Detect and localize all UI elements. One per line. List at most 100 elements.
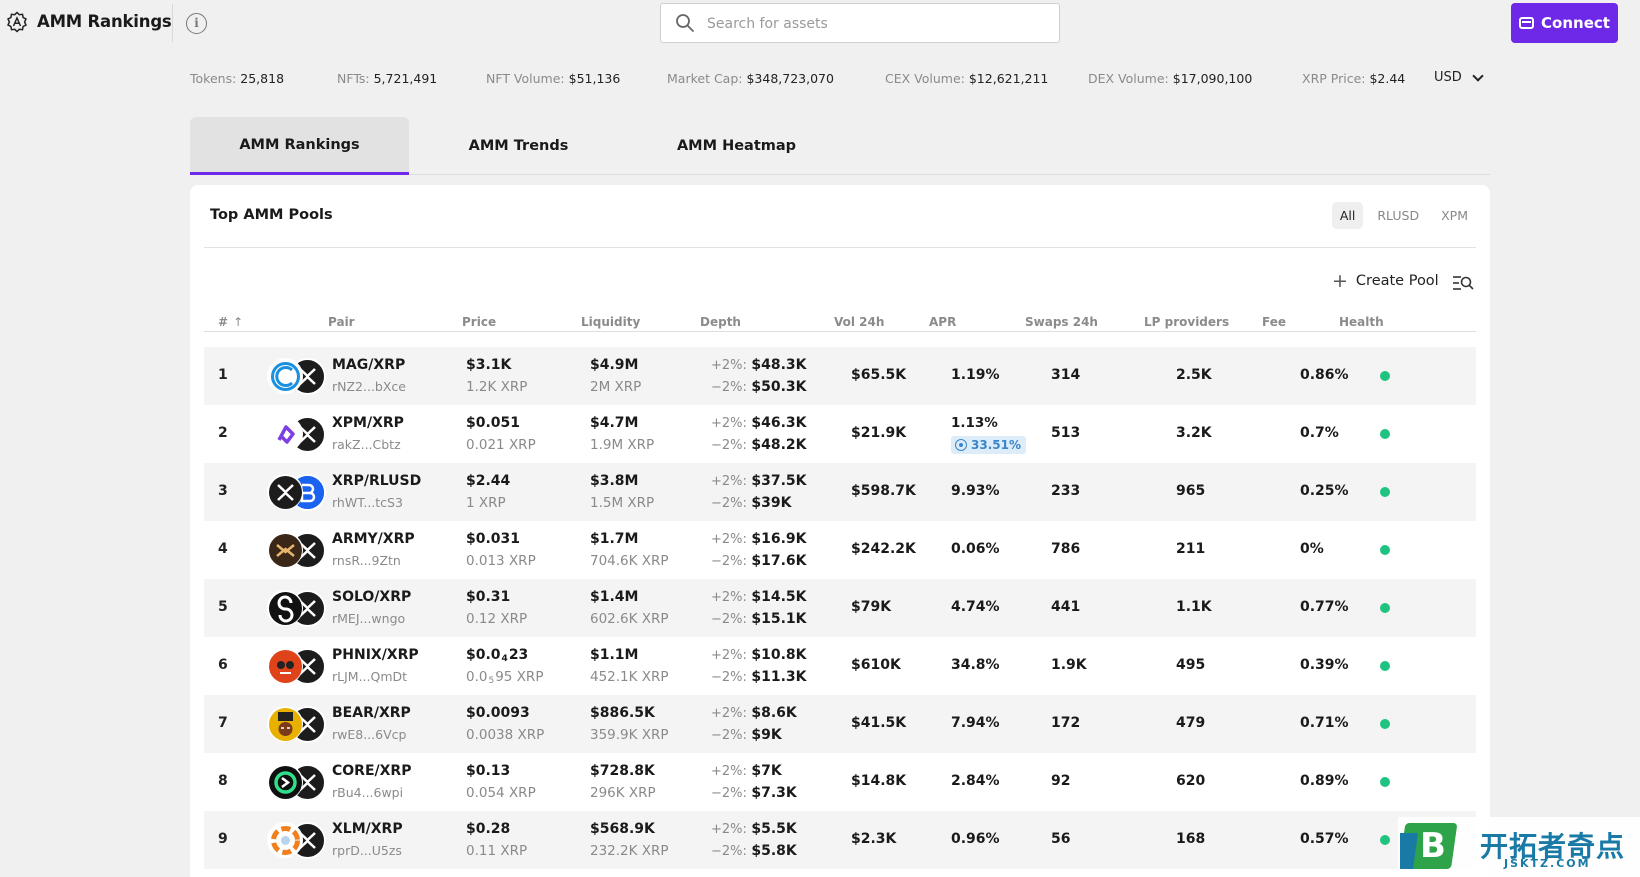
lp-providers: 495 bbox=[1176, 657, 1206, 673]
swaps-24h: 314 bbox=[1051, 367, 1081, 383]
pair-address[interactable]: rprD...U5zs bbox=[332, 843, 402, 858]
volume-24h: $242.2K bbox=[851, 541, 916, 557]
depth-plus-label: +2%: bbox=[711, 532, 747, 547]
filter-all[interactable]: All bbox=[1331, 202, 1364, 229]
app-title[interactable]: AMM Rankings bbox=[37, 12, 172, 31]
depth-minus-label: −2%: bbox=[711, 844, 747, 859]
filter-rlusd[interactable]: RLUSD bbox=[1377, 208, 1420, 223]
base-token-icon bbox=[267, 474, 303, 510]
wallet-icon bbox=[1519, 17, 1535, 29]
col-fee[interactable]: Fee bbox=[1262, 315, 1286, 329]
stat-label: Market Cap: bbox=[667, 71, 743, 86]
tab-amm-trends[interactable]: AMM Trends bbox=[468, 137, 569, 154]
pair-name[interactable]: SOLO/XRP bbox=[332, 589, 412, 605]
pair-name[interactable]: XRP/RLUSD bbox=[332, 473, 422, 489]
base-token-icon bbox=[267, 648, 303, 684]
liquidity-usd: $886.5K bbox=[590, 705, 655, 721]
volume-24h: $598.7K bbox=[851, 483, 916, 499]
pair-address[interactable]: rakZ...Cbtz bbox=[332, 437, 401, 452]
apr-value: 0.06% bbox=[951, 541, 1000, 557]
pair-address[interactable]: rnsR...9Ztn bbox=[332, 553, 401, 568]
price-suffix: 23 bbox=[508, 647, 529, 663]
col-lp-providers[interactable]: LP providers bbox=[1144, 315, 1230, 329]
depth-minus: −2%: $9K bbox=[711, 727, 782, 743]
search-box[interactable] bbox=[660, 3, 1060, 43]
table-row[interactable]: 6 PHNIX/XRP rLJM...QmDt $0.0423 0.0595 X… bbox=[204, 637, 1476, 695]
table-row[interactable]: 5 SOLO/XRP rMEJ...wngo $0.31 0.12 XRP $1… bbox=[204, 579, 1476, 637]
depth-minus-label: −2%: bbox=[711, 728, 747, 743]
health-indicator bbox=[1380, 487, 1390, 497]
depth-minus: −2%: $5.8K bbox=[711, 843, 797, 859]
swaps-24h: 513 bbox=[1051, 425, 1081, 441]
depth-minus-label: −2%: bbox=[711, 380, 747, 395]
watermark-logo-letter: B bbox=[1420, 826, 1446, 866]
health-indicator bbox=[1380, 661, 1390, 671]
stat-market-cap: Market Cap: $348,723,070 bbox=[667, 71, 834, 86]
table-row[interactable]: 1 MAG/XRP rNZ2...bXce $3.1K 1.2K XRP $4.… bbox=[204, 347, 1476, 405]
price-xrp-value: 1 XRP bbox=[466, 495, 506, 511]
pair-name[interactable]: MAG/XRP bbox=[332, 357, 406, 373]
filter-xpm[interactable]: XPM bbox=[1441, 208, 1468, 223]
table-row[interactable]: 4 ARMY/XRP rnsR...9Ztn $0.031 0.013 XRP … bbox=[204, 521, 1476, 579]
col-health[interactable]: Health bbox=[1339, 315, 1384, 329]
apr-bonus-badge[interactable]: 33.51% bbox=[951, 436, 1026, 454]
pair-address[interactable]: rNZ2...bXce bbox=[332, 379, 406, 394]
base-token-icon bbox=[267, 416, 303, 452]
depth-plus-value: $16.9K bbox=[751, 531, 807, 547]
col-swaps-24h[interactable]: Swaps 24h bbox=[1025, 315, 1098, 329]
col-liquidity[interactable]: Liquidity bbox=[581, 315, 641, 329]
currency-select[interactable]: USD bbox=[1434, 69, 1484, 85]
col-rank[interactable]: # ↑ bbox=[218, 315, 243, 329]
table-row[interactable]: 7 BEAR/XRP rwE8...6Vcp $0.0093 0.0038 XR… bbox=[204, 695, 1476, 753]
lp-providers: 620 bbox=[1176, 773, 1206, 789]
pair-name[interactable]: BEAR/XRP bbox=[332, 705, 411, 721]
price-xrp-zero-count: 5 bbox=[488, 676, 495, 686]
pair-name[interactable]: ARMY/XRP bbox=[332, 531, 415, 547]
lp-providers: 2.5K bbox=[1176, 367, 1212, 383]
tab-amm-heatmap[interactable]: AMM Heatmap bbox=[676, 137, 797, 154]
pair-address[interactable]: rwE8...6Vcp bbox=[332, 727, 407, 742]
price-prefix: $0.0 bbox=[466, 647, 501, 663]
price-usd: $0.0093 bbox=[466, 705, 530, 721]
table-row[interactable]: 8 CORE/XRP rBu4...6wpi $0.13 0.054 XRP $… bbox=[204, 753, 1476, 811]
pair-address[interactable]: rMEJ...wngo bbox=[332, 611, 406, 626]
sort-arrow-icon: ↑ bbox=[233, 315, 244, 329]
connect-button[interactable]: Connect bbox=[1511, 3, 1618, 43]
amm-logo-icon[interactable] bbox=[6, 11, 28, 33]
table-row[interactable]: 2 XPM/XRP rakZ...Cbtz $0.051 0.021 XRP $… bbox=[204, 405, 1476, 463]
price-value: $0.28 bbox=[466, 821, 511, 837]
pair-address[interactable]: rhWT...tcS3 bbox=[332, 495, 403, 510]
pair-name[interactable]: XLM/XRP bbox=[332, 821, 403, 837]
depth-minus-value: $15.1K bbox=[751, 611, 807, 627]
pair-icons bbox=[267, 589, 327, 627]
table-row[interactable]: 3 XRP/RLUSD rhWT...tcS3 $2.44 1 XRP $3.8… bbox=[204, 463, 1476, 521]
pair-address[interactable]: rBu4...6wpi bbox=[332, 785, 404, 800]
create-pool-button[interactable]: + Create Pool bbox=[1332, 272, 1439, 291]
watermark-text: 开拓者奇点 bbox=[1480, 830, 1626, 863]
watermark: B 开拓者奇点 JSKTZ.COM bbox=[1398, 817, 1640, 877]
depth-plus: +2%: $8.6K bbox=[711, 705, 797, 721]
pair-name[interactable]: CORE/XRP bbox=[332, 763, 412, 779]
list-search-icon[interactable] bbox=[1452, 274, 1474, 292]
liquidity-usd: $1.7M bbox=[590, 531, 639, 547]
depth-plus-value: $5.5K bbox=[751, 821, 797, 837]
col-depth[interactable]: Depth bbox=[700, 315, 741, 329]
tab-amm-rankings[interactable]: AMM Rankings bbox=[190, 117, 409, 175]
col-vol-24h[interactable]: Vol 24h bbox=[834, 315, 885, 329]
depth-plus-value: $10.8K bbox=[751, 647, 807, 663]
pair-name[interactable]: XPM/XRP bbox=[332, 415, 404, 431]
price-xrp: 0.12 XRP bbox=[466, 611, 527, 627]
info-icon[interactable]: i bbox=[186, 13, 207, 34]
depth-plus-label: +2%: bbox=[711, 474, 747, 489]
pair-name[interactable]: PHNIX/XRP bbox=[332, 647, 419, 663]
rank: 7 bbox=[218, 715, 228, 731]
pair-address[interactable]: rLJM...QmDt bbox=[332, 669, 408, 684]
volume-24h: $65.5K bbox=[851, 367, 907, 383]
col-apr[interactable]: APR bbox=[929, 315, 957, 329]
table-row[interactable]: 9 XLM/XRP rprD...U5zs $0.28 0.11 XRP $56… bbox=[204, 811, 1476, 869]
search-input[interactable] bbox=[707, 12, 1037, 36]
depth-plus-value: $46.3K bbox=[751, 415, 807, 431]
col-price[interactable]: Price bbox=[462, 315, 497, 329]
depth-minus: −2%: $48.2K bbox=[711, 437, 807, 453]
col-pair[interactable]: Pair bbox=[328, 315, 355, 329]
